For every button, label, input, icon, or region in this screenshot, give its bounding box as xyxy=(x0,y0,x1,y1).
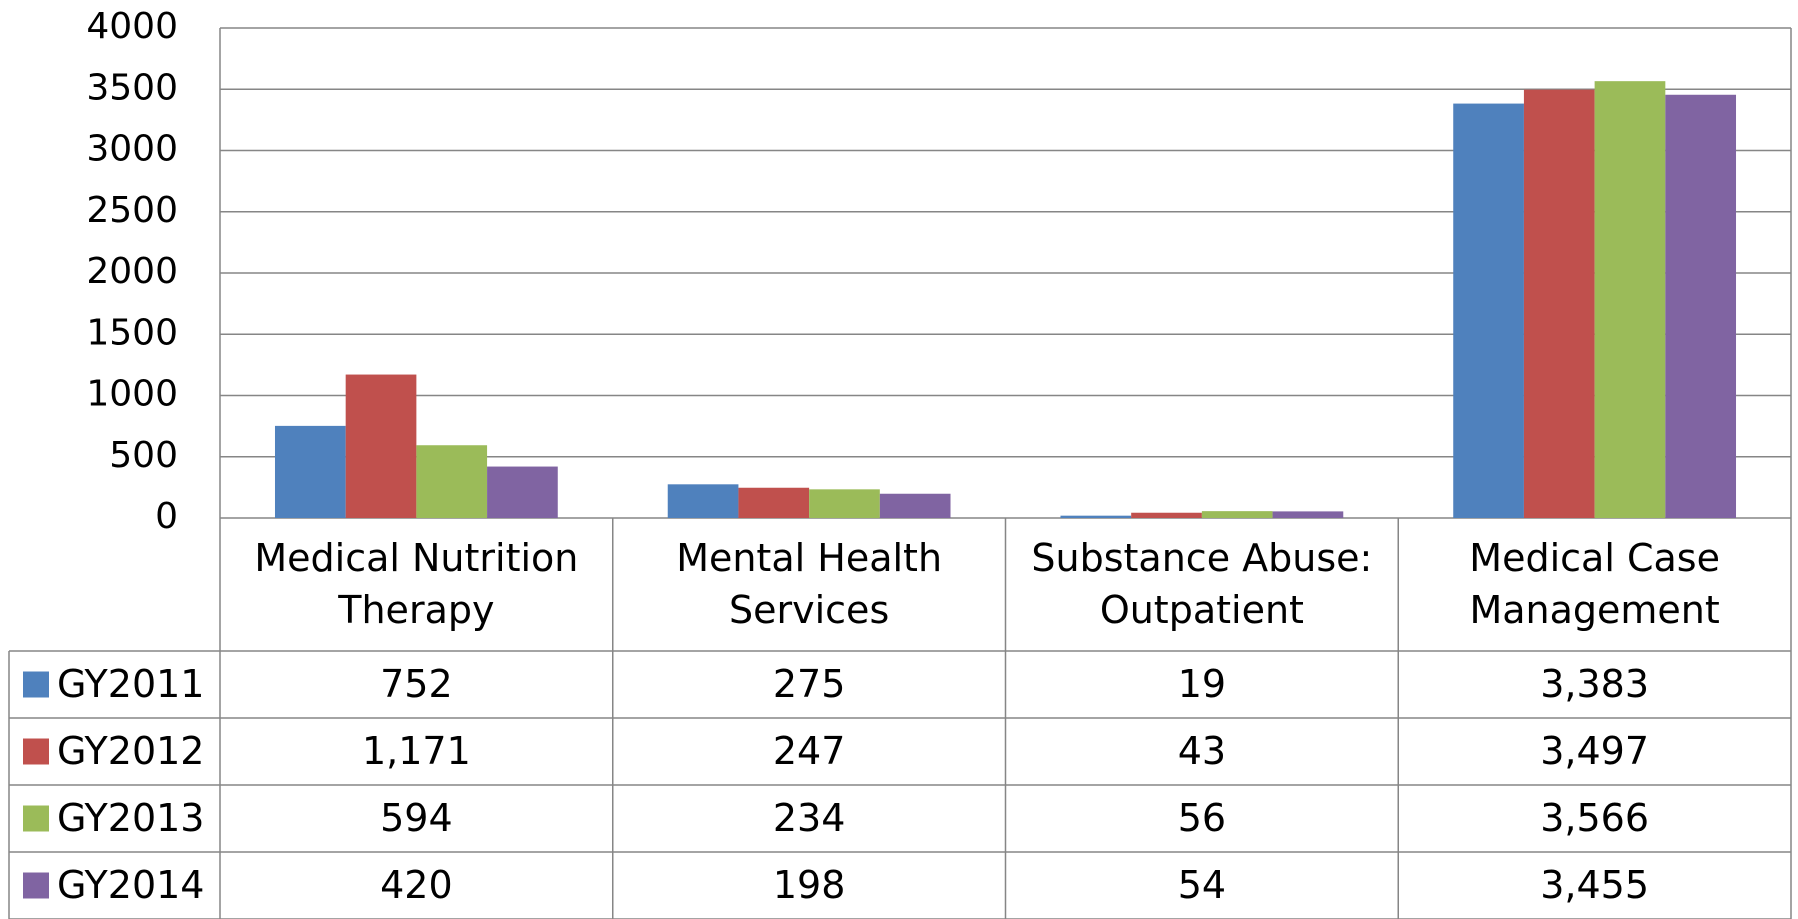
table-value: 54 xyxy=(1177,862,1227,907)
bar xyxy=(1131,512,1202,518)
table-value: 3,497 xyxy=(1540,728,1650,773)
table-value: 3,455 xyxy=(1540,862,1650,907)
bar xyxy=(879,493,951,518)
table-value: 19 xyxy=(1177,661,1227,706)
legend-swatch xyxy=(23,738,49,765)
y-tick-label: 3000 xyxy=(86,129,178,170)
table-value: 198 xyxy=(772,862,846,907)
table-value: 234 xyxy=(772,795,846,840)
category-label: Substance Abuse: Outpatient xyxy=(1031,536,1373,632)
bar xyxy=(274,425,346,518)
table-value: 247 xyxy=(772,728,846,773)
table-value: 594 xyxy=(380,795,453,840)
bar xyxy=(809,489,880,518)
table-value: 752 xyxy=(380,661,453,706)
bar xyxy=(738,487,810,518)
legend-swatch xyxy=(23,671,49,698)
y-tick-label: 1000 xyxy=(86,374,178,415)
y-tick-label: 3500 xyxy=(86,67,178,108)
legend-swatch xyxy=(23,872,49,899)
category-label: Mental Health Services xyxy=(676,536,943,632)
bar xyxy=(1060,515,1132,518)
y-tick-label: 1500 xyxy=(86,312,178,353)
legend-label: GY2011 xyxy=(57,662,204,706)
y-tick-label: 0 xyxy=(155,496,178,537)
bar xyxy=(1523,89,1595,519)
y-tick-label: 2000 xyxy=(86,251,178,292)
table-value: 420 xyxy=(380,862,453,907)
table-value: 3,566 xyxy=(1540,795,1650,840)
category-label: Medical Case Management xyxy=(1469,536,1720,632)
bar xyxy=(1665,94,1737,518)
y-tick-label: 4000 xyxy=(86,6,178,47)
legend-swatch xyxy=(23,805,49,832)
table-value: 56 xyxy=(1177,795,1227,840)
bar xyxy=(345,374,417,518)
bar xyxy=(667,484,739,518)
bar xyxy=(487,466,558,518)
bar xyxy=(1272,511,1344,518)
table-value: 3,383 xyxy=(1540,661,1650,706)
bar xyxy=(1594,81,1666,518)
bar xyxy=(1453,103,1524,519)
y-tick-label: 500 xyxy=(109,435,178,476)
y-tick-label: 2500 xyxy=(86,190,178,231)
legend-label: GY2013 xyxy=(57,796,204,840)
table-value: 275 xyxy=(772,661,846,706)
category-label: Medical Nutrition Therapy xyxy=(254,536,579,632)
table-value: 43 xyxy=(1177,728,1227,773)
legend-label: GY2012 xyxy=(57,729,204,773)
legend-label: GY2014 xyxy=(57,863,204,907)
bar xyxy=(416,445,488,518)
bar xyxy=(1201,511,1273,518)
table-value: 1,171 xyxy=(361,728,471,773)
